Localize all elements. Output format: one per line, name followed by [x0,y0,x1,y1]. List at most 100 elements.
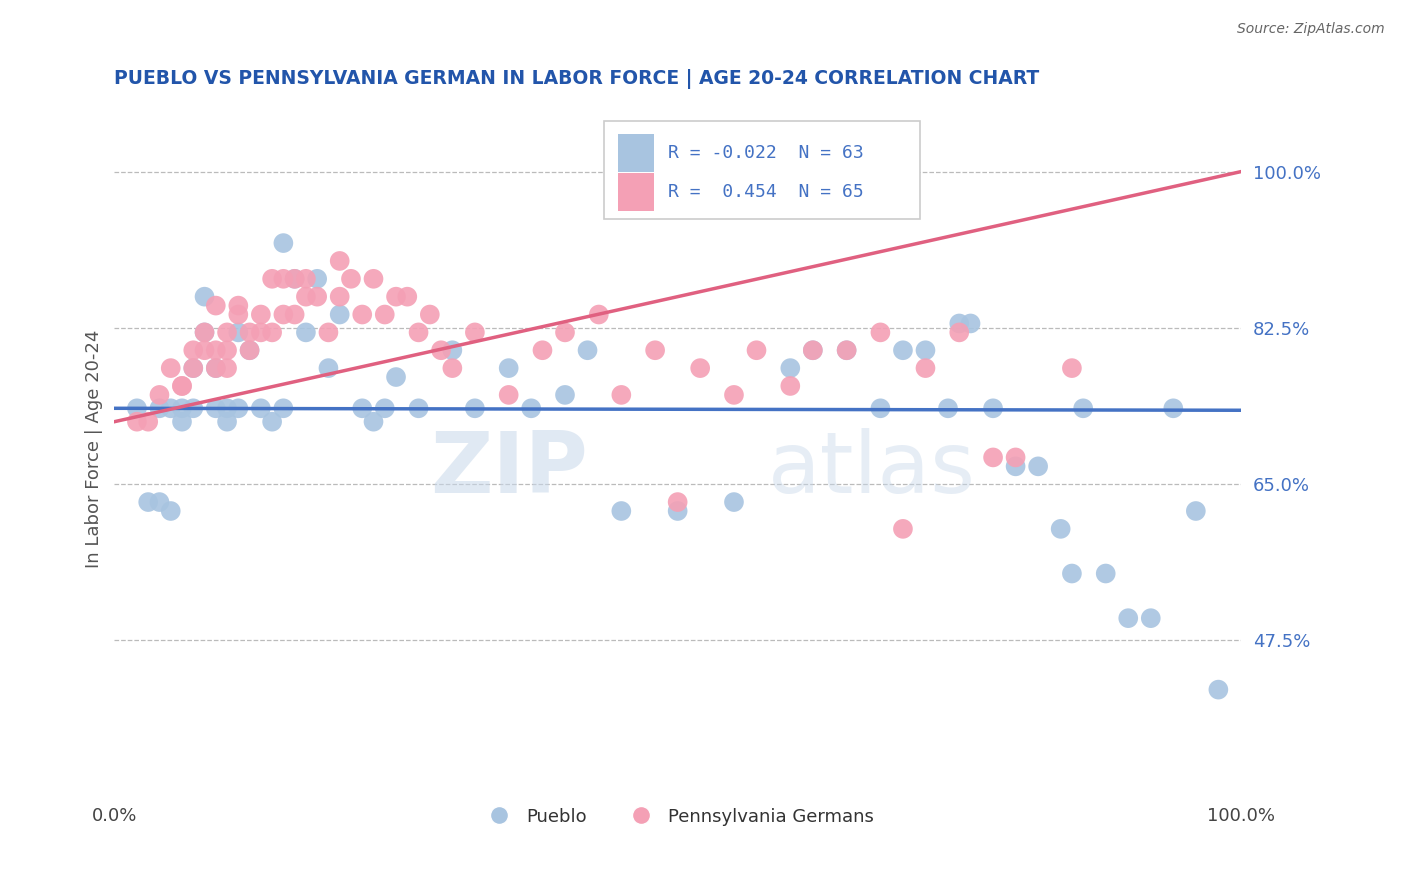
Point [363,415,385,429]
Point [1060,566,1083,581]
Point [215,326,238,340]
Point [148,495,170,509]
Point [666,504,689,518]
Point [1026,459,1049,474]
Point [441,343,464,358]
Point [554,326,576,340]
Point [1094,566,1116,581]
Point [1004,450,1026,465]
Point [318,361,340,376]
Point [385,290,408,304]
Point [363,272,385,286]
Point [914,361,936,376]
Point [228,299,250,313]
Point [869,326,891,340]
Legend: Pueblo, Pennsylvania Germans: Pueblo, Pennsylvania Germans [474,801,882,833]
FancyBboxPatch shape [605,121,920,219]
Point [159,361,181,376]
Point [352,401,374,416]
Point [576,343,599,358]
Point [610,504,633,518]
Point [981,450,1004,465]
Point [239,343,262,358]
Point [250,401,273,416]
Point [284,272,307,286]
Point [441,361,464,376]
Point [295,272,318,286]
Point [170,379,193,393]
Point [262,272,284,286]
Point [340,272,363,286]
Point [520,401,543,416]
Point [170,401,193,416]
Point [464,401,486,416]
Point [181,361,204,376]
Point [273,308,295,322]
Point [723,495,745,509]
Point [159,504,181,518]
Point [239,326,262,340]
Point [250,326,273,340]
Point [170,379,193,393]
Point [193,290,215,304]
Point [273,272,295,286]
Point [891,522,914,536]
Point [588,308,610,322]
Y-axis label: In Labor Force | Age 20-24: In Labor Force | Age 20-24 [86,329,103,567]
Text: atlas: atlas [768,428,976,511]
Point [1139,611,1161,625]
Point [531,343,554,358]
Point [891,343,914,358]
Point [959,317,981,331]
Point [936,401,959,416]
Point [295,290,318,304]
Point [464,326,486,340]
Point [181,343,204,358]
Point [307,272,329,286]
Point [125,415,148,429]
Point [262,326,284,340]
Point [396,290,419,304]
Point [1071,401,1094,416]
Text: Source: ZipAtlas.com: Source: ZipAtlas.com [1237,22,1385,37]
Point [554,388,576,402]
Point [1004,459,1026,474]
Text: PUEBLO VS PENNSYLVANIA GERMAN IN LABOR FORCE | AGE 20-24 CORRELATION CHART: PUEBLO VS PENNSYLVANIA GERMAN IN LABOR F… [114,69,1039,88]
Point [215,415,238,429]
Point [239,343,262,358]
Point [204,299,226,313]
Point [204,361,226,376]
Point [136,495,159,509]
Point [801,343,824,358]
Bar [619,134,654,172]
Point [745,343,768,358]
Point [193,326,215,340]
Point [295,326,318,340]
Point [215,401,238,416]
Point [181,361,204,376]
Point [329,290,352,304]
Point [498,361,520,376]
Point [262,415,284,429]
Point [374,308,396,322]
Point [419,308,441,322]
Point [136,415,159,429]
Point [408,326,430,340]
Point [273,236,295,251]
Point [498,388,520,402]
Point [159,401,181,416]
Point [329,308,352,322]
Point [779,379,801,393]
Point [430,343,453,358]
Point [869,401,891,416]
Text: ZIP: ZIP [430,428,588,511]
Point [385,370,408,384]
Point [1049,522,1071,536]
Point [723,388,745,402]
Point [193,326,215,340]
Point [148,401,170,416]
Point [835,343,858,358]
Point [374,401,396,416]
Point [148,388,170,402]
Point [181,401,204,416]
